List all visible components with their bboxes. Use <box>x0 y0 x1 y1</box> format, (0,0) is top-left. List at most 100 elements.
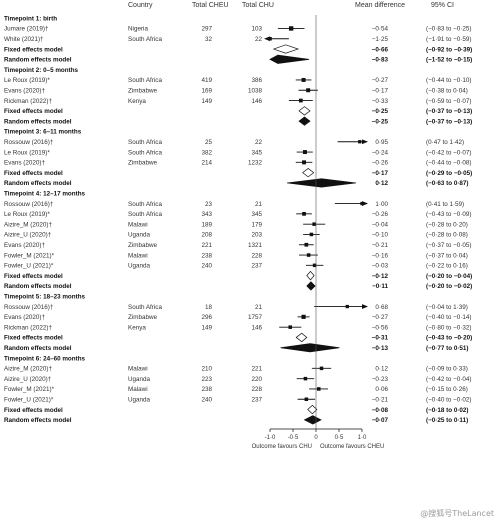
study-point <box>317 387 321 391</box>
study-point <box>306 253 311 257</box>
header-country: Country <box>128 2 153 9</box>
fixed-effects-diamond <box>307 404 318 415</box>
mean-difference-value: −0·08 <box>372 407 389 414</box>
x-axis-label-right: Outcome favours CHEU <box>320 444 384 450</box>
timepoint-header: Timepoint 2: 0–5 months <box>4 67 79 74</box>
mean-difference-value: −0·66 <box>372 46 389 53</box>
ci-value: (0·47 to 1·42) <box>426 139 464 146</box>
ci-value: (−1·91 to −0·59) <box>426 36 472 43</box>
ci-value: (0·41 to 1·59) <box>426 201 464 208</box>
x-axis-tick-label: -0·5 <box>288 435 299 441</box>
study-total-chu: 146 <box>251 324 262 331</box>
study-label: Fowler_U (2021)* <box>4 396 54 403</box>
study-point <box>303 376 308 381</box>
study-total-chu: 386 <box>251 77 262 84</box>
mean-difference-value: −0·54 <box>372 26 389 33</box>
ci-value: (−0·29 to −0·05) <box>426 170 472 177</box>
study-country: Uganda <box>128 396 151 403</box>
ci-value: (−0·43 to −0·09) <box>426 211 472 218</box>
study-country: Uganda <box>128 232 151 239</box>
watermark: @搜狐号TheLancet <box>420 509 494 518</box>
random-effects-diamond <box>303 415 322 425</box>
study-total-chu: 228 <box>251 252 262 259</box>
mean-difference-value: −0·17 <box>372 170 389 177</box>
ci-arrow-right <box>362 304 368 309</box>
study-label: Rossouw (2016)† <box>4 304 54 311</box>
mean-difference-value: −0·27 <box>372 314 389 321</box>
ci-value: (−0·44 to −0·08) <box>426 160 472 167</box>
mean-difference-value: −0·21 <box>372 396 389 403</box>
study-point <box>268 36 272 41</box>
fixed-effects-diamond <box>302 168 315 178</box>
ci-value: (−0·59 to −0·07) <box>426 98 472 105</box>
timepoint-header: Timepoint 5: 18–23 months <box>4 293 86 300</box>
study-total-chu: 1038 <box>248 87 263 94</box>
study-point <box>301 314 306 319</box>
study-total-cheu: 18 <box>205 304 213 311</box>
study-country: Kenya <box>128 98 146 105</box>
ci-value: (−0·28 to 0·20) <box>426 221 468 228</box>
study-total-cheu: 208 <box>201 232 212 239</box>
ci-value: (−0·20 to −0·04) <box>426 273 472 280</box>
ci-value: (−0·37 to −0·13) <box>426 108 472 115</box>
random-effects-label: Random effects model <box>4 57 72 64</box>
study-point <box>288 325 292 329</box>
mean-difference-value: −0·12 <box>372 273 389 280</box>
study-point <box>304 242 309 247</box>
study-point <box>306 88 311 93</box>
study-label: Le Roux (2019)* <box>4 149 50 156</box>
mean-difference-value: −0·26 <box>372 211 389 218</box>
mean-difference-value: −0·24 <box>372 149 389 156</box>
study-country: South Africa <box>128 36 162 43</box>
ci-value: (−0·37 to −0·13) <box>426 118 472 125</box>
study-label: Evans (2020)† <box>4 160 45 167</box>
study-country: South Africa <box>128 77 162 84</box>
mean-difference-value: 1·00 <box>375 201 388 208</box>
study-label: Rossouw (2016)† <box>4 139 54 146</box>
ci-value: (−0·37 to −0·05) <box>426 242 472 249</box>
mean-difference-value: −0·07 <box>372 417 389 424</box>
study-total-cheu: 238 <box>201 386 212 393</box>
study-total-chu: 345 <box>251 211 262 218</box>
random-effects-diamond <box>298 116 311 126</box>
study-total-cheu: 223 <box>201 376 212 383</box>
fixed-effects-label: Fixed effects model <box>4 407 63 414</box>
study-label: Evans (2020)† <box>4 314 45 321</box>
study-label: Le Roux (2019)* <box>4 211 50 218</box>
study-label: Jumare (2019)† <box>4 26 49 33</box>
x-axis-tick-label: 0 <box>314 435 318 441</box>
study-point <box>309 232 314 237</box>
ci-value: (−0·22 to 0·16) <box>426 263 468 270</box>
mean-difference-value: −0·56 <box>372 324 389 331</box>
study-country: South Africa <box>128 201 162 208</box>
study-country: Zimbabwe <box>128 242 158 249</box>
study-total-cheu: 189 <box>201 221 212 228</box>
study-point <box>358 140 362 144</box>
ci-value: (−0·09 to 0·33) <box>426 366 468 373</box>
study-total-chu: 221 <box>251 366 262 373</box>
study-total-chu: 237 <box>251 396 262 403</box>
timepoint-header: Timepoint 4: 12–17 months <box>4 190 86 197</box>
ci-value: (−0·42 to −0·04) <box>426 376 472 383</box>
study-total-chu: 22 <box>255 36 263 43</box>
study-country: Zimbabwe <box>128 87 158 94</box>
study-total-chu: 146 <box>251 98 262 105</box>
fixed-effects-label: Fixed effects model <box>4 170 63 177</box>
study-total-chu: 179 <box>251 221 262 228</box>
fixed-effects-label: Fixed effects model <box>4 273 63 280</box>
study-point <box>302 160 307 165</box>
mean-difference-value: −0·31 <box>372 335 389 342</box>
study-label: Fowler_M (2021)* <box>4 252 55 259</box>
ci-value: (−0·83 to −0·25) <box>426 26 472 33</box>
mean-difference-value: −0·10 <box>372 232 389 239</box>
mean-difference-value: −0·83 <box>372 57 389 64</box>
study-total-chu: 103 <box>251 26 262 33</box>
study-total-cheu: 240 <box>201 263 212 270</box>
random-effects-label: Random effects model <box>4 180 72 187</box>
timepoint-header: Timepoint 1: birth <box>4 15 57 22</box>
study-country: Malawi <box>128 386 148 393</box>
study-point <box>288 26 294 31</box>
study-total-chu: 22 <box>255 139 263 146</box>
ci-value: (−0·38 to 0·04) <box>426 87 468 94</box>
